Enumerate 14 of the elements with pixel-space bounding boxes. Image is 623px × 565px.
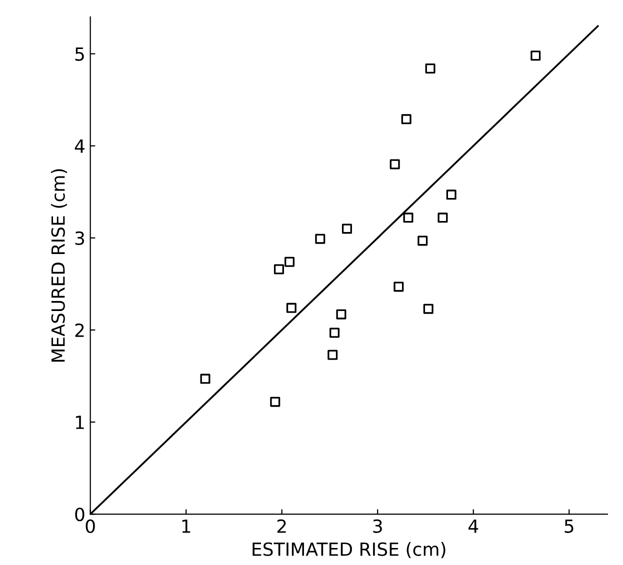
x-tick-label: 5 [564,520,574,533]
x-tick-label: 4 [468,520,478,533]
y-tick-label: 4 [74,140,84,153]
y-tick-label: 5 [75,47,84,61]
y-tick-label: 3 [75,231,84,246]
x-tick-label: 2 [277,519,286,533]
y-tick-label: 1 [76,416,84,429]
y-axis-title: MEASURED RISE (cm) [50,169,68,362]
x-tick-label: 1 [182,520,190,533]
x-tick-label: 3 [373,519,382,533]
x-tick-label: 0 [86,519,95,533]
y-tick-label: 0 [75,508,84,522]
x-axis-title: ESTIMATED RISE (cm) [252,542,446,558]
y-tick-label: 2 [75,323,84,337]
